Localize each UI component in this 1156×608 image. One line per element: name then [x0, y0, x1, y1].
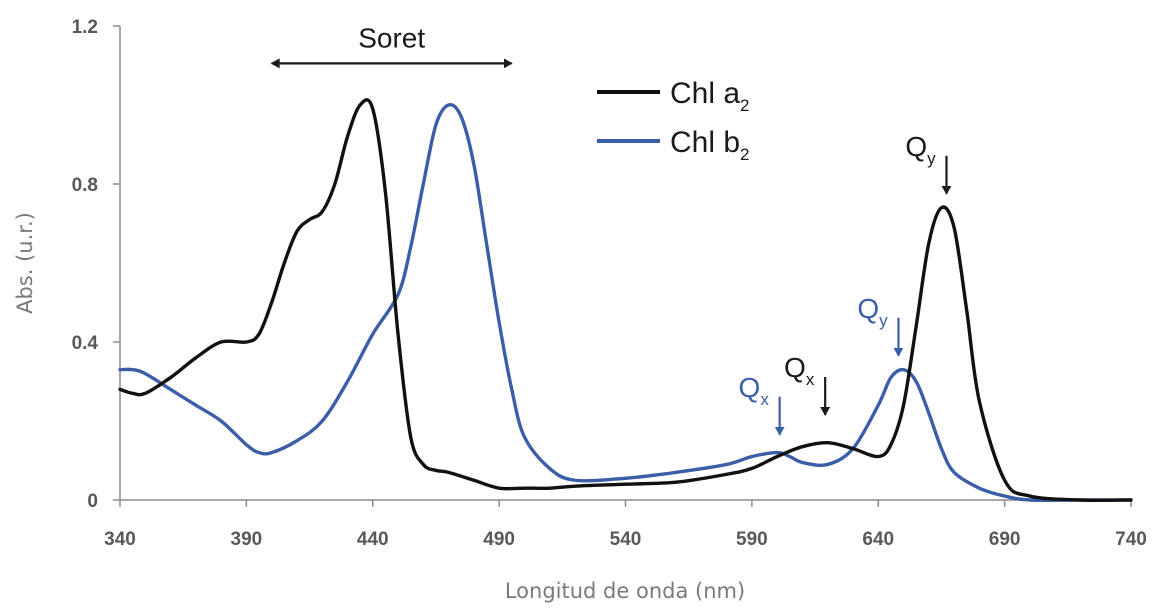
y-tick-label: 0.8 — [72, 175, 98, 196]
qy-a-annotation: Qy — [905, 131, 952, 195]
x-tick-label: 490 — [483, 529, 515, 550]
series — [118, 98, 1133, 502]
ticks: 340 390 440 490 540 590 640 690 740 0 0.4 0.8 1.2 — [72, 17, 1147, 550]
qy-b-annotation: Qy — [857, 293, 904, 357]
x-tick-label: 440 — [357, 529, 389, 550]
legend: Chl a2 Chl b2 — [597, 77, 750, 164]
axes — [119, 26, 1131, 501]
legend-label-chl-a: Chl a2 — [670, 77, 750, 115]
qx-a-annotation: Qx — [784, 352, 831, 416]
y-axis-title: Abs. (u.r.) — [13, 212, 37, 314]
x-tick-label: 690 — [989, 529, 1021, 550]
qy-a-label: Qy — [905, 131, 936, 168]
x-tick-label: 540 — [610, 529, 642, 550]
legend-label-chl-b: Chl b2 — [670, 126, 750, 164]
qx-a-label: Qx — [784, 352, 815, 389]
x-tick-label: 640 — [862, 529, 894, 550]
x-tick-label: 590 — [736, 529, 768, 550]
series-line-chl-b — [118, 103, 1133, 502]
y-tick-label: 0 — [87, 491, 98, 512]
x-tick-label: 740 — [1115, 529, 1147, 550]
legend-item-chl-b: Chl b2 — [597, 126, 750, 164]
soret-label: Soret — [358, 22, 425, 53]
y-tick-label: 1.2 — [72, 17, 98, 38]
annotations: Soret Qy Qy Qx Qx — [270, 22, 952, 436]
series-line-chl-a — [118, 98, 1133, 502]
y-tick-label: 0.4 — [72, 333, 99, 354]
qx-b-label: Qx — [739, 372, 770, 409]
x-tick-label: 390 — [231, 529, 263, 550]
qx-b-annotation: Qx — [739, 372, 785, 436]
legend-item-chl-a: Chl a2 — [597, 77, 750, 115]
x-tick-label: 340 — [104, 529, 136, 550]
qy-b-label: Qy — [857, 293, 888, 330]
x-axis-title: Longitud de onda (nm) — [505, 579, 745, 603]
soret-annotation: Soret — [270, 22, 513, 69]
